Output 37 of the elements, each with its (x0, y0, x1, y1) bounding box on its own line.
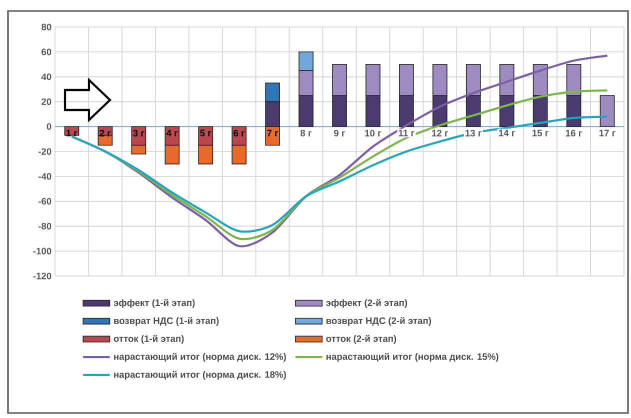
x-tick-label: 10 г (365, 130, 382, 136)
line-series (70, 116, 608, 233)
legend-label: отток (1-й этап) (114, 334, 184, 344)
legend-label: нарастающий итог (норма диск. 12%) (114, 352, 286, 362)
x-tick-label: 4 г (166, 130, 178, 136)
legend-label: возврат НДС (1-й этап) (114, 316, 219, 326)
legend-label: эффект (2-й этап) (326, 299, 408, 308)
y-tick-label: -100 (33, 248, 52, 254)
x-tick-label: 3 г (133, 130, 144, 136)
y-tick-label: -20 (38, 148, 52, 155)
legend-label: нарастающий итог (норма диск. 15%) (326, 352, 498, 362)
y-tick-label: 40 (41, 74, 52, 80)
line-series (70, 89, 608, 240)
y-tick-label: 0 (46, 123, 52, 130)
x-tick-label: 12 г (432, 130, 448, 136)
x-tick-label: 14 г (499, 130, 516, 136)
x-tick-label: 15 г (532, 130, 548, 136)
x-tick-label: 6 г (234, 130, 245, 136)
legend-label: эффект (1-й этап) (114, 299, 195, 308)
y-tick-label: 20 (42, 98, 52, 105)
legend-label: возврат НДС (2-й этап) (326, 316, 432, 326)
x-tick-label: 7 г (267, 130, 278, 136)
bar (600, 95, 615, 127)
x-tick-label: 8 г (300, 130, 312, 136)
y-tick-label: -60 (38, 198, 52, 205)
x-tick-label: 5 г (200, 130, 212, 136)
x-tick-label: 17 г (599, 130, 616, 136)
y-tick-label: -80 (38, 222, 52, 230)
x-tick-label: 11 г (398, 130, 414, 136)
x-tick-label: 16 г (566, 130, 582, 136)
legend-label: нарастающий итог (норма диск. 18%) (114, 370, 286, 380)
y-tick-label: 80 (42, 24, 52, 30)
legend-label: отток (2-й этап) (326, 334, 396, 344)
y-tick-label: 60 (42, 48, 52, 56)
x-tick-label: 9 г (334, 130, 346, 136)
y-tick-label: -120 (33, 272, 52, 280)
y-tick-label: -40 (38, 173, 52, 180)
